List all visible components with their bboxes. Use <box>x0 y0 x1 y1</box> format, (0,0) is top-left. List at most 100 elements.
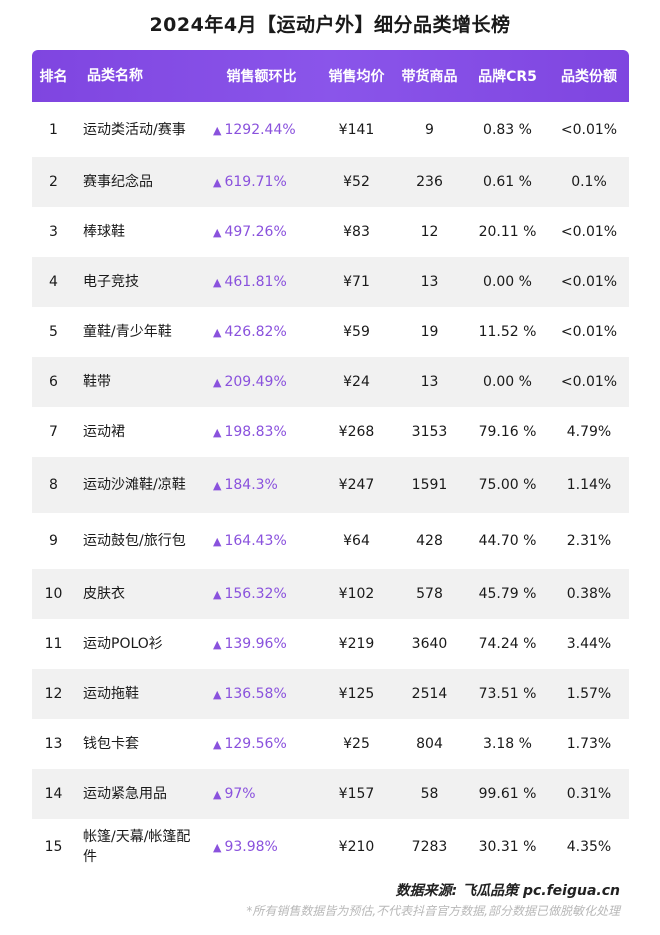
table-row: 13 钱包卡套 ▲ 129.56% ¥25 804 3.18 % 1.73% <box>32 719 629 769</box>
brand-cr5-cell: 20.11 % <box>478 224 537 240</box>
category-name-cell: 棒球鞋 <box>83 224 125 240</box>
sales-mom-cell: ▲ 139.96% <box>203 636 320 652</box>
category-share-cell: <0.01% <box>560 324 618 340</box>
goods-count-cell: 13 <box>420 374 439 390</box>
brand-cr5-cell: 11.52 % <box>478 324 537 340</box>
sales-mom-cell: ▲ 209.49% <box>203 374 320 390</box>
sales-mom-value: 136.58% <box>224 686 287 702</box>
growth-ranking-table: 排名 品类名称 销售额环比 销售均价 带货商品 品牌CR5 品类份额 1 运动类活… <box>32 50 629 875</box>
goods-count-cell: 578 <box>416 586 443 602</box>
category-name-cell: 运动POLO衫 <box>83 636 163 652</box>
up-triangle-icon: ▲ <box>213 176 222 189</box>
sales-mom-value: 139.96% <box>224 636 287 652</box>
sales-mom-cell: ▲ 93.98% <box>203 839 320 855</box>
sales-mom-cell: ▲ 156.32% <box>203 586 320 602</box>
brand-cr5-cell: 73.51 % <box>478 686 537 702</box>
sales-mom-cell: ▲ 461.81% <box>203 274 320 290</box>
up-triangle-icon: ▲ <box>213 638 222 651</box>
category-name-cell: 鞋带 <box>83 374 111 390</box>
header-avg-price: 销售均价 <box>328 69 385 85</box>
sales-mom-cell: ▲ 497.26% <box>203 224 320 240</box>
sales-mom-value: 619.71% <box>224 174 287 190</box>
category-share-cell: 3.44% <box>566 636 612 652</box>
sales-mom-value: 156.32% <box>224 586 287 602</box>
category-name-cell: 运动拖鞋 <box>83 686 139 702</box>
rank-cell: 3 <box>49 224 58 240</box>
brand-cr5-cell: 0.00 % <box>483 374 532 390</box>
goods-count-cell: 428 <box>416 533 443 549</box>
header-rank: 排名 <box>39 69 68 85</box>
table-row: 9 运动鼓包/旅行包 ▲ 164.43% ¥64 428 44.70 % 2.31% <box>32 513 629 569</box>
sales-mom-cell: ▲ 619.71% <box>203 174 320 190</box>
category-share-cell: 0.31% <box>566 786 612 802</box>
category-name-cell: 皮肤衣 <box>83 586 125 602</box>
category-name-cell: 童鞋/青少年鞋 <box>83 324 172 340</box>
up-triangle-icon: ▲ <box>213 788 222 801</box>
category-name-cell: 运动鼓包/旅行包 <box>83 533 186 549</box>
category-share-cell: <0.01% <box>560 374 618 390</box>
avg-price-cell: ¥71 <box>343 274 370 290</box>
table-row: 10 皮肤衣 ▲ 156.32% ¥102 578 45.79 % 0.38% <box>32 569 629 619</box>
rank-cell: 14 <box>44 786 63 802</box>
avg-price-cell: ¥268 <box>338 424 375 440</box>
table-row: 8 运动沙滩鞋/凉鞋 ▲ 184.3% ¥247 1591 75.00 % 1.14% <box>32 457 629 513</box>
up-triangle-icon: ▲ <box>213 738 222 751</box>
rank-cell: 8 <box>49 477 58 493</box>
rank-cell: 6 <box>49 374 58 390</box>
category-name-cell: 钱包卡套 <box>83 736 139 752</box>
brand-cr5-cell: 0.83 % <box>483 121 532 138</box>
rank-cell: 12 <box>44 686 63 702</box>
goods-count-cell: 13 <box>420 274 439 290</box>
table-row: 1 运动类活动/赛事 ▲ 1292.44% ¥141 9 0.83 % <0.01% <box>32 102 629 157</box>
category-name-cell: 运动类活动/赛事 <box>83 121 186 138</box>
table-row: 2 赛事纪念品 ▲ 619.71% ¥52 236 0.61 % 0.1% <box>32 157 629 207</box>
brand-cr5-cell: 30.31 % <box>478 839 537 855</box>
category-share-cell: 1.73% <box>566 736 612 752</box>
sales-mom-cell: ▲ 426.82% <box>203 324 320 340</box>
sales-mom-cell: ▲ 164.43% <box>203 533 320 549</box>
avg-price-cell: ¥219 <box>338 636 375 652</box>
table-row: 11 运动POLO衫 ▲ 139.96% ¥219 3640 74.24 % 3.44% <box>32 619 629 669</box>
goods-count-cell: 236 <box>416 174 443 190</box>
up-triangle-icon: ▲ <box>213 535 222 548</box>
sales-mom-value: 184.3% <box>224 477 278 493</box>
avg-price-cell: ¥64 <box>343 533 370 549</box>
avg-price-cell: ¥83 <box>343 224 370 240</box>
up-triangle-icon: ▲ <box>213 426 222 439</box>
category-name-cell: 运动沙滩鞋/凉鞋 <box>83 477 186 493</box>
avg-price-cell: ¥157 <box>338 786 375 802</box>
up-triangle-icon: ▲ <box>213 479 222 492</box>
table-row: 7 运动裙 ▲ 198.83% ¥268 3153 79.16 % 4.79% <box>32 407 629 457</box>
category-name-cell: 运动裙 <box>83 424 125 440</box>
sales-mom-value: 1292.44% <box>224 121 296 138</box>
goods-count-cell: 19 <box>420 324 439 340</box>
sales-mom-value: 209.49% <box>224 374 287 390</box>
sales-mom-cell: ▲ 184.3% <box>203 477 320 493</box>
category-name-cell: 电子竞技 <box>83 274 139 290</box>
brand-cr5-cell: 3.18 % <box>483 736 532 752</box>
rank-cell: 11 <box>44 636 63 652</box>
category-name-cell: 帐篷/天幕/帐篷配件 <box>83 829 191 865</box>
avg-price-cell: ¥25 <box>343 736 370 752</box>
table-row: 5 童鞋/青少年鞋 ▲ 426.82% ¥59 19 11.52 % <0.01% <box>32 307 629 357</box>
up-triangle-icon: ▲ <box>213 376 222 389</box>
goods-count-cell: 7283 <box>411 839 448 855</box>
category-share-cell: 4.79% <box>566 424 612 440</box>
avg-price-cell: ¥52 <box>343 174 370 190</box>
sales-mom-value: 93.98% <box>224 839 278 855</box>
header-goods-count: 带货商品 <box>401 69 458 85</box>
brand-cr5-cell: 44.70 % <box>478 533 537 549</box>
up-triangle-icon: ▲ <box>213 123 222 137</box>
brand-cr5-cell: 0.00 % <box>483 274 532 290</box>
sales-mom-cell: ▲ 198.83% <box>203 424 320 440</box>
sales-mom-cell: ▲ 136.58% <box>203 686 320 702</box>
goods-count-cell: 804 <box>416 736 443 752</box>
sales-mom-cell: ▲ 129.56% <box>203 736 320 752</box>
sales-mom-value: 129.56% <box>224 736 287 752</box>
table-row: 6 鞋带 ▲ 209.49% ¥24 13 0.00 % <0.01% <box>32 357 629 407</box>
rank-cell: 4 <box>49 274 58 290</box>
goods-count-cell: 12 <box>420 224 439 240</box>
table-row: 4 电子竞技 ▲ 461.81% ¥71 13 0.00 % <0.01% <box>32 257 629 307</box>
rank-cell: 1 <box>49 121 58 138</box>
table-row: 3 棒球鞋 ▲ 497.26% ¥83 12 20.11 % <0.01% <box>32 207 629 257</box>
